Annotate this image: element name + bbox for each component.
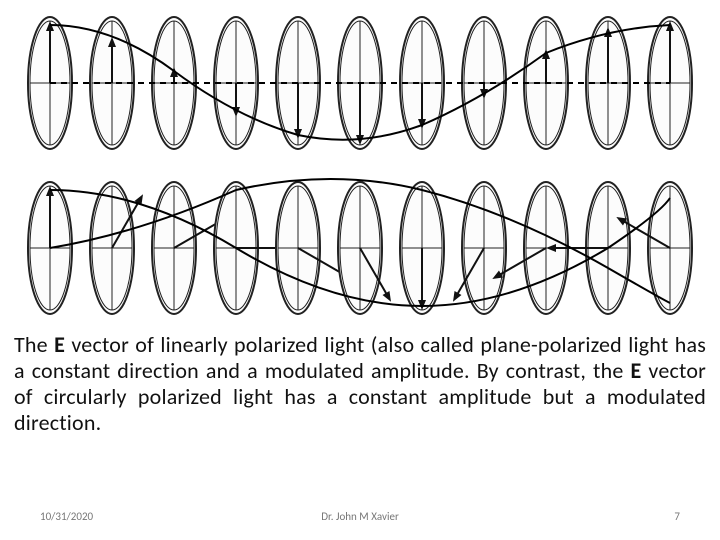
body-paragraph: The E vector of linearly polarized light…	[14, 332, 706, 436]
polarization-diagram	[20, 8, 700, 323]
slide-footer: 10/31/2020 Dr. John M Xavier 7	[0, 510, 720, 530]
disc-set-linear	[28, 17, 692, 149]
slide-page: The E vector of linearly polarized light…	[0, 0, 720, 540]
footer-date: 10/31/2020	[40, 510, 93, 523]
footer-author: Dr. John M Xavier	[321, 510, 399, 523]
paragraph-text: The E vector of linearly polarized light…	[14, 332, 706, 436]
footer-page-number: 7	[674, 510, 680, 523]
circular-polarization-row	[20, 173, 700, 323]
linear-polarization-row	[20, 8, 700, 158]
bold-e-1: E	[54, 331, 65, 358]
disc-set-circular	[28, 182, 692, 314]
bold-e-2: E	[630, 357, 641, 384]
